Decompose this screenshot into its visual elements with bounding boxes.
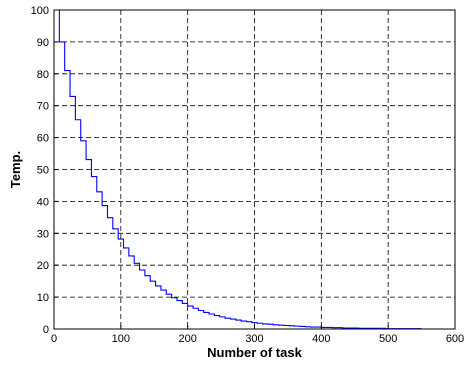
x-tick-label: 400 [312, 333, 330, 345]
x-tick-label: 0 [51, 333, 57, 345]
axis-ticks: 0 100 200 300 400 500 600 0 10 20 30 40 50 60 70 80 90 10… [31, 5, 465, 345]
y-tick-label: 10 [37, 292, 49, 304]
y-tick-label: 90 [37, 37, 49, 49]
y-tick-label: 0 [43, 324, 49, 336]
x-tick-label: 100 [112, 333, 130, 345]
y-tick-label: 30 [37, 228, 49, 240]
y-tick-label: 60 [37, 133, 49, 145]
y-axis-title: Temp. [8, 151, 23, 188]
y-tick-label: 70 [37, 101, 49, 113]
y-tick-label: 100 [31, 5, 49, 17]
x-tick-label: 500 [379, 333, 397, 345]
y-tick-label: 40 [37, 196, 49, 208]
grid-lines [54, 10, 455, 329]
y-tick-label: 20 [37, 260, 49, 272]
x-axis-title: Number of task [207, 345, 302, 360]
y-tick-label: 80 [37, 69, 49, 81]
x-tick-label: 200 [178, 333, 196, 345]
x-tick-label: 300 [245, 333, 263, 345]
x-tick-label: 600 [446, 333, 464, 345]
y-tick-label: 50 [37, 165, 49, 177]
